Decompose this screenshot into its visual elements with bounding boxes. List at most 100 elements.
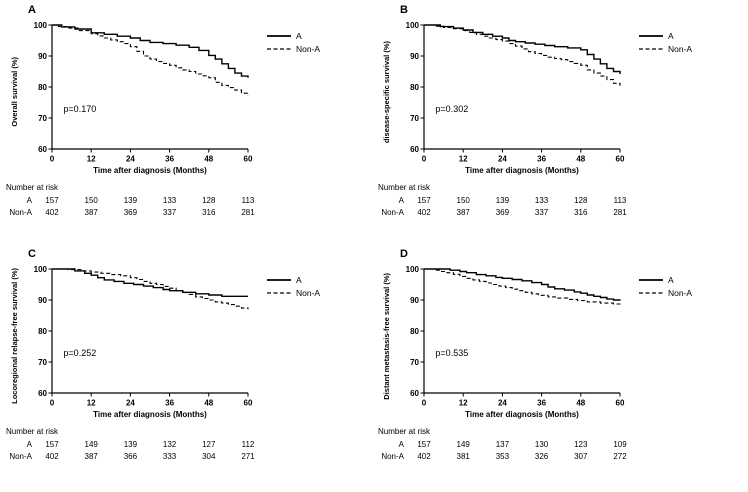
panel-label: A [28, 4, 36, 16]
risk-count: 326 [534, 452, 549, 461]
y-tick-label: 90 [410, 52, 419, 61]
legend-label: Non-A [668, 43, 693, 54]
risk-count: 337 [162, 208, 177, 217]
y-tick-label: 90 [38, 52, 47, 61]
km-plot: 60 70 80 90 100 0 12 24 36 48 60 p=0.535 [406, 265, 625, 408]
legend-entry: Non-A [639, 42, 692, 55]
x-tick-label: 60 [244, 399, 253, 408]
risk-count: 157 [417, 196, 431, 205]
number-at-risk-rows: A 157 149 137 130 123 109 Non-A 402 381 353 326 307 2… [381, 439, 742, 463]
risk-row-label: A [26, 440, 32, 449]
legend-entry: A [267, 273, 320, 286]
risk-count: 271 [241, 452, 255, 461]
x-tick-label: 60 [616, 399, 625, 408]
risk-row: A 157 150 139 133 128 113 [22, 195, 370, 207]
panel-label: B [400, 4, 408, 16]
x-tick-label: 24 [126, 399, 135, 408]
km-plot: 60 70 80 90 100 0 12 24 36 48 60 p=0.302 [406, 21, 625, 164]
legend-entry: Non-A [267, 42, 320, 55]
number-at-risk-rows: A 157 150 139 133 128 113 Non-A 402 387 369 337 316 2… [9, 195, 370, 219]
series-a-line [424, 268, 621, 301]
p-value: p=0.302 [435, 104, 468, 114]
risk-count: 337 [534, 208, 549, 217]
x-tick-label: 24 [498, 155, 507, 164]
legend-entry: Non-A [639, 286, 692, 299]
legend-label: A [668, 274, 674, 285]
risk-count: 316 [202, 208, 216, 217]
y-axis-label: Overall survival (%) [6, 17, 22, 167]
legend-line-sample [639, 291, 663, 294]
y-tick-label: 80 [38, 83, 47, 92]
y-tick-label: 60 [410, 389, 419, 398]
x-tick-label: 36 [165, 399, 174, 408]
axes [423, 25, 620, 150]
y-axis-label: Locoregional relapse-free survival (%) [6, 261, 22, 411]
risk-count: 112 [241, 440, 255, 449]
y-tick-label: 60 [38, 145, 47, 154]
risk-row-label: A [398, 440, 404, 449]
series-non-a-line [52, 268, 249, 310]
number-at-risk: Number at risk A 157 150 139 133 128 113 Non-A 4… [378, 183, 742, 219]
risk-count: 387 [84, 208, 98, 217]
risk-row: Non-A 402 381 353 326 307 272 [381, 451, 742, 463]
risk-row-label: A [26, 196, 32, 205]
legend: A Non-A [639, 29, 692, 55]
risk-count: 387 [456, 208, 470, 217]
risk-count: 366 [123, 452, 138, 461]
x-axis-label: Time after diagnosis (Months) [93, 166, 207, 175]
x-axis-label: Time after diagnosis (Months) [465, 410, 579, 419]
panel-label: D [400, 248, 408, 260]
legend-line-sample [639, 34, 663, 37]
risk-count: 157 [45, 196, 59, 205]
risk-count: 402 [45, 208, 59, 217]
y-tick-label: 90 [410, 296, 419, 305]
x-tick-label: 48 [576, 155, 585, 164]
y-tick-label: 70 [38, 358, 47, 367]
risk-count: 369 [495, 208, 510, 217]
legend-line-sample [267, 34, 291, 37]
axes [51, 25, 248, 150]
axes [423, 269, 620, 394]
risk-row: Non-A 402 387 369 337 316 281 [9, 207, 370, 219]
y-tick-label: 90 [38, 296, 47, 305]
x-tick-label: 60 [244, 155, 253, 164]
y-axis-label-text: Locoregional relapse-free survival (%) [9, 268, 19, 404]
legend-label: A [668, 30, 674, 41]
plot-row: disease-specific survival (%) 60 70 80 90 10… [378, 17, 742, 167]
risk-count: 157 [417, 440, 431, 449]
y-tick-label: 100 [406, 265, 420, 274]
x-tick-label: 48 [576, 399, 585, 408]
legend-label: Non-A [296, 43, 321, 54]
number-at-risk-title: Number at risk [6, 183, 59, 192]
legend-entry: A [639, 273, 692, 286]
axes [51, 269, 248, 394]
risk-count: 402 [45, 452, 59, 461]
risk-count: 113 [613, 196, 627, 205]
legend-line-sample [639, 278, 663, 281]
y-tick-label: 70 [38, 114, 47, 123]
p-value: p=0.252 [63, 348, 96, 358]
risk-count: 128 [202, 196, 216, 205]
plot-row: Distant metastasis-free survival (%) 60 7… [378, 261, 742, 411]
risk-count: 133 [534, 196, 549, 205]
legend-line-sample [267, 278, 291, 281]
x-tick-label: 12 [87, 155, 96, 164]
number-at-risk: Number at risk A 157 149 139 132 127 112 Non-A 4… [6, 427, 370, 463]
risk-count: 109 [613, 440, 627, 449]
x-tick-label: 0 [422, 155, 427, 164]
x-tick-label: 24 [498, 399, 507, 408]
x-tick-label: 48 [204, 399, 213, 408]
risk-row: Non-A 402 387 369 337 316 281 [381, 207, 742, 219]
km-panel: C Locoregional relapse-free survival (%)… [6, 248, 370, 488]
x-tick-label: 48 [204, 155, 213, 164]
x-tick-label: 0 [50, 155, 55, 164]
y-tick-label: 80 [38, 327, 47, 336]
risk-count: 150 [456, 196, 470, 205]
risk-row: A 157 149 139 132 127 112 [22, 439, 370, 451]
legend-entry: A [267, 29, 320, 42]
y-tick-label: 80 [410, 327, 419, 336]
x-tick-label: 36 [537, 155, 546, 164]
risk-count: 402 [417, 452, 431, 461]
risk-row-label: A [398, 196, 404, 205]
